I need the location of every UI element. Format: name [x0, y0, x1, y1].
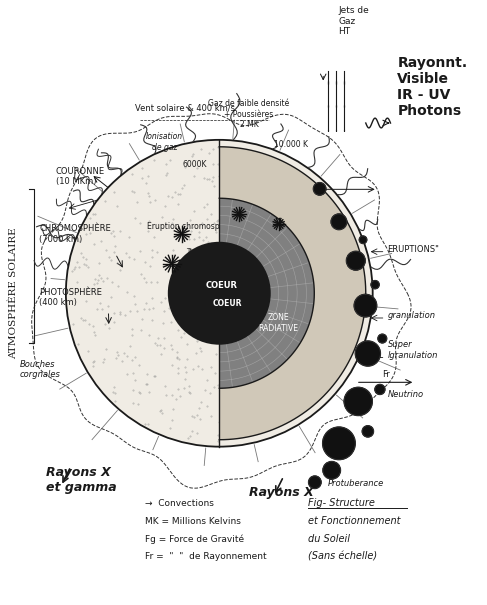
Circle shape	[356, 341, 380, 366]
Text: ZONE
RADIATIVE: ZONE RADIATIVE	[259, 313, 299, 333]
Circle shape	[323, 462, 340, 479]
Text: Fig- Structure: Fig- Structure	[308, 498, 375, 508]
Text: →  Convections: → Convections	[145, 499, 214, 508]
Circle shape	[314, 183, 326, 195]
Text: Rayons X
et gamma: Rayons X et gamma	[46, 466, 117, 494]
Text: Filament: Filament	[259, 242, 296, 250]
Text: Vent solaire & 400 km/s: Vent solaire & 400 km/s	[134, 103, 235, 112]
Text: Bouches
corgnales: Bouches corgnales	[19, 360, 60, 379]
Text: 10.000 K: 10.000 K	[274, 140, 308, 149]
Text: Super
lgranulation: Super lgranulation	[388, 340, 438, 359]
Text: (Sans échelle): (Sans échelle)	[308, 552, 377, 561]
Wedge shape	[219, 198, 314, 388]
Text: et Fonctionnement: et Fonctionnement	[308, 516, 401, 526]
Text: Neutrino: Neutrino	[388, 390, 424, 399]
Text: Fg = Force de Gravité: Fg = Force de Gravité	[145, 534, 244, 544]
Text: Fg: Fg	[276, 370, 286, 379]
Text: COEUR: COEUR	[205, 281, 237, 290]
Text: Jets de
Gaz
HT: Jets de Gaz HT	[338, 6, 369, 36]
Text: Gaz de faible densité
+ Poussières
2 MK: Gaz de faible densité + Poussières 2 MK	[208, 99, 290, 129]
Circle shape	[66, 140, 373, 446]
Text: ERUPTIONS": ERUPTIONS"	[388, 244, 439, 253]
Text: Protuberance: Protuberance	[328, 479, 384, 488]
Text: du Soleil: du Soleil	[308, 534, 350, 544]
Circle shape	[371, 281, 379, 289]
Circle shape	[378, 334, 387, 343]
Text: granulation: granulation	[388, 311, 435, 320]
Text: Fr =  "  "  de Rayonnement: Fr = " " de Rayonnement	[145, 552, 267, 561]
Wedge shape	[219, 242, 271, 345]
Text: Rayonnt.
Visible
IR - UV
Photons: Rayonnt. Visible IR - UV Photons	[397, 56, 468, 118]
Text: Spicules: Spicules	[283, 182, 318, 191]
Wedge shape	[168, 242, 219, 345]
Circle shape	[331, 214, 347, 230]
Text: Eruption chromosphérique: Eruption chromosphérique	[147, 221, 248, 231]
Text: COURONNE
(10 MKm): COURONNE (10 MKm)	[56, 167, 105, 186]
Circle shape	[344, 387, 373, 416]
Text: 6000K: 6000K	[182, 160, 207, 169]
Text: Trou coronal
(visible de la
courone): Trou coronal (visible de la courone)	[185, 248, 230, 269]
Text: MK = Millions Kelvins: MK = Millions Kelvins	[145, 517, 241, 526]
Text: PHOTOSPHÈRE
(400 km): PHOTOSPHÈRE (400 km)	[39, 288, 102, 307]
Circle shape	[346, 251, 365, 270]
Circle shape	[309, 476, 321, 488]
Text: ATMOSPHÈRE SOLAIRE: ATMOSPHÈRE SOLAIRE	[9, 227, 18, 359]
Circle shape	[362, 426, 374, 437]
Text: Taches: Taches	[170, 266, 196, 275]
Circle shape	[354, 295, 377, 317]
Circle shape	[375, 384, 385, 394]
Text: Rayons X: Rayons X	[249, 486, 314, 499]
Wedge shape	[219, 147, 366, 440]
Text: Fr: Fr	[382, 370, 390, 379]
Circle shape	[323, 427, 355, 460]
Text: * facules: * facules	[168, 286, 202, 295]
Text: Ionisation
de gaz: Ionisation de gaz	[146, 132, 184, 152]
Text: COEUR: COEUR	[212, 299, 242, 308]
Text: CHROMOSPHÈRE
(7000 km): CHROMOSPHÈRE (7000 km)	[39, 224, 111, 244]
Text: 10,- MK: 10,- MK	[223, 172, 251, 182]
Circle shape	[359, 236, 367, 244]
